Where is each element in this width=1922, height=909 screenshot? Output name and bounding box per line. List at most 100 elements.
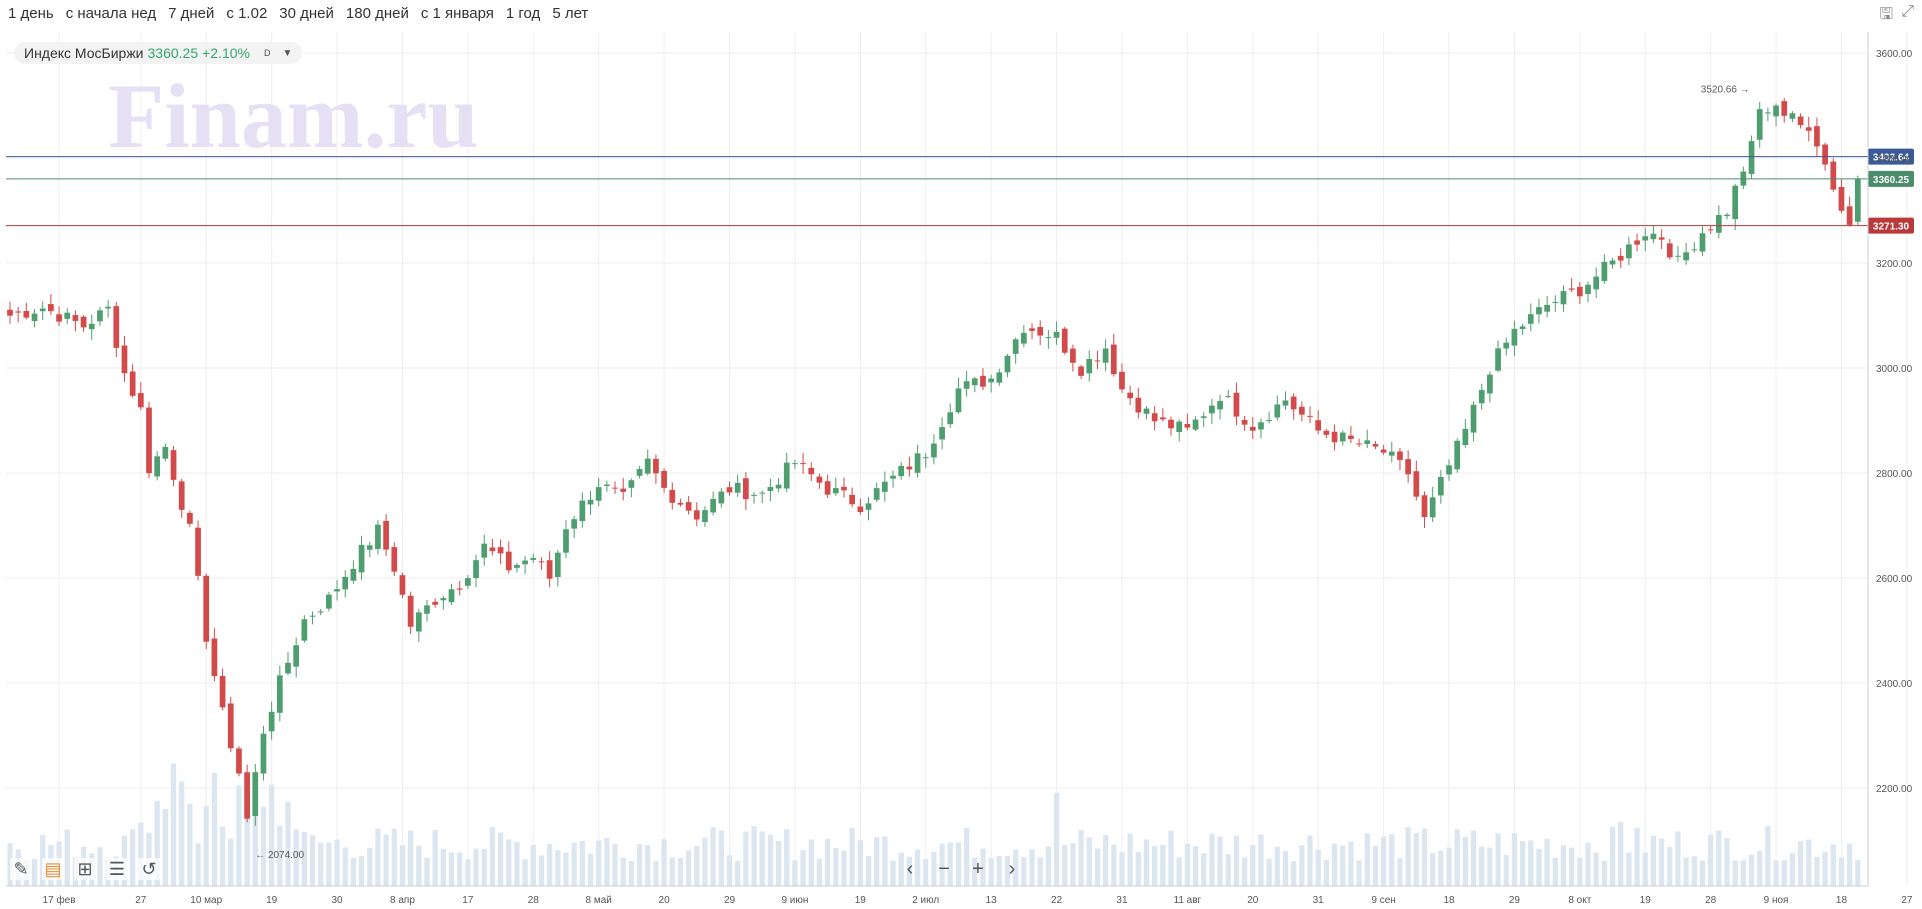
- candle-body: [1478, 389, 1485, 404]
- scroll-left-icon[interactable]: ‹: [906, 857, 914, 880]
- candle-body: [710, 498, 717, 513]
- period-week-start[interactable]: с начала нед: [65, 4, 157, 22]
- candle-body: [1323, 430, 1330, 435]
- x-tick-label: 22: [1051, 895, 1063, 906]
- volume-bar: [751, 826, 757, 886]
- period-5-years[interactable]: 5 лет: [552, 4, 589, 22]
- volume-bar: [1438, 850, 1444, 886]
- candle-body: [1519, 326, 1526, 329]
- volume-bar: [473, 848, 479, 886]
- volume-bar: [269, 784, 275, 886]
- volume-bar: [367, 847, 373, 886]
- volume-bar: [784, 829, 790, 886]
- volume-bar: [1348, 841, 1354, 886]
- x-tick-label: 19: [266, 895, 278, 906]
- period-30-days[interactable]: 30 дней: [279, 4, 334, 22]
- chevron-down-icon[interactable]: ▼: [282, 47, 293, 59]
- volume-bar: [1160, 844, 1166, 886]
- x-tick-label: 29: [1509, 895, 1521, 906]
- candle-body: [448, 589, 455, 603]
- candle-body: [734, 482, 741, 493]
- volume-bar: [1225, 853, 1231, 886]
- volume-bar: [1045, 846, 1051, 886]
- volume-bar: [947, 842, 953, 886]
- volume-bar: [1299, 845, 1305, 886]
- save-icon[interactable]: 🖫: [1879, 6, 1894, 23]
- candle-body: [1159, 417, 1166, 420]
- volume-bar: [1822, 852, 1828, 886]
- period-since-feb[interactable]: с 1.02: [226, 4, 268, 22]
- candle-body: [931, 443, 937, 458]
- volume-bar: [309, 834, 316, 886]
- candle-body: [1078, 366, 1084, 376]
- candle-body: [187, 512, 193, 524]
- x-tick-label: 30: [331, 895, 343, 906]
- volume-bar: [1209, 833, 1215, 886]
- candle-body: [1789, 113, 1796, 119]
- interval-label[interactable]: D: [264, 48, 271, 58]
- candle-body: [1601, 261, 1608, 282]
- candle-body: [489, 547, 496, 552]
- reset-icon[interactable]: ↺: [138, 858, 160, 880]
- fullscreen-icon[interactable]: ⤢: [1901, 3, 1914, 20]
- candle-body: [612, 487, 618, 489]
- volume-bar: [1013, 849, 1019, 886]
- candle-body: [538, 561, 545, 563]
- candle-body: [432, 601, 439, 605]
- brush-icon[interactable]: ✎: [10, 858, 32, 880]
- indicators-icon[interactable]: ☰: [106, 858, 128, 880]
- volume-bar: [1168, 830, 1174, 886]
- candle-body: [1609, 260, 1616, 265]
- period-1-day[interactable]: 1 день: [8, 4, 54, 22]
- volume-bar: [1797, 841, 1804, 886]
- volume-bar: [964, 827, 970, 886]
- x-tick-label: 28: [1705, 895, 1717, 906]
- zoom-out-icon[interactable]: −: [938, 857, 950, 880]
- candle-body: [653, 458, 659, 474]
- layers-icon[interactable]: ▤: [42, 858, 64, 880]
- volume-bar: [710, 827, 716, 886]
- volume-bar: [1021, 857, 1027, 886]
- volume-bar: [1405, 827, 1411, 886]
- volume-bar: [1773, 860, 1779, 886]
- period-1-year[interactable]: 1 год: [505, 4, 541, 22]
- candle-body: [88, 323, 95, 330]
- volume-bar: [1577, 857, 1583, 886]
- candle-body: [1454, 440, 1461, 470]
- candle-body: [391, 547, 398, 572]
- volume-bar: [1503, 855, 1509, 886]
- candle-body: [824, 481, 831, 495]
- max-price-annotation: 3520.66 →: [1701, 85, 1750, 96]
- candle-body: [1715, 215, 1722, 233]
- volume-bar: [465, 859, 471, 886]
- candle-body: [702, 510, 708, 522]
- instrument-legend[interactable]: Индекс МосБиржи 3360.25 +2.10% D ▼: [14, 42, 303, 64]
- period-ytd[interactable]: с 1 января: [420, 4, 494, 22]
- x-tick-label: 17: [462, 895, 474, 906]
- period-7-days[interactable]: 7 дней: [168, 4, 215, 22]
- scroll-right-icon[interactable]: ›: [1008, 857, 1016, 880]
- candle-body: [522, 560, 528, 565]
- price-level-label: 3360.25: [1873, 175, 1910, 186]
- add-window-icon[interactable]: ⊞: [74, 858, 96, 880]
- volume-bar: [1838, 857, 1845, 886]
- volume-bar: [604, 837, 610, 886]
- volume-bar: [1855, 859, 1861, 886]
- candle-body: [1552, 301, 1559, 303]
- x-tick-label: 11 авг: [1174, 895, 1202, 906]
- candle-body: [718, 491, 725, 504]
- volume-bar: [1094, 848, 1101, 886]
- volume-bar: [1274, 847, 1280, 886]
- volume-bar: [849, 827, 855, 886]
- candle-body: [1012, 339, 1019, 354]
- period-180-days[interactable]: 180 дней: [345, 4, 409, 22]
- candle-body: [15, 311, 22, 313]
- candle-body: [1053, 331, 1060, 338]
- candle-body: [1135, 397, 1142, 413]
- volume-bar: [767, 834, 774, 886]
- volume-bar: [1569, 847, 1575, 886]
- y-tick-label: 3400.00: [1876, 154, 1913, 165]
- candle-body: [1348, 435, 1354, 439]
- zoom-in-icon[interactable]: +: [972, 857, 984, 880]
